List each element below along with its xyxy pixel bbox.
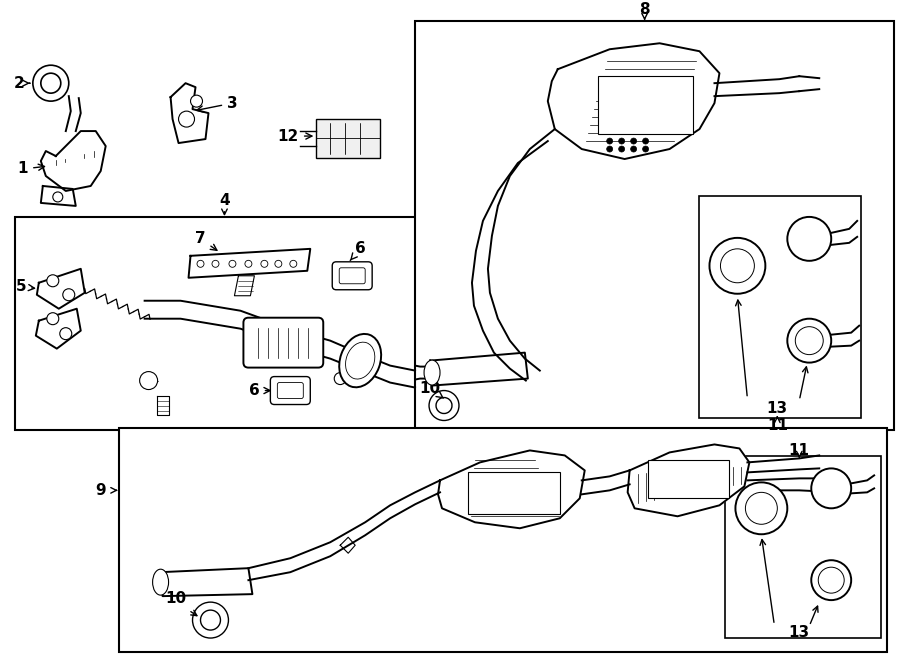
Bar (119, 428, 887, 652)
Text: 6: 6 (350, 241, 365, 260)
Polygon shape (157, 395, 168, 416)
Circle shape (47, 275, 58, 287)
Circle shape (643, 146, 649, 152)
Circle shape (607, 146, 613, 152)
Circle shape (721, 249, 754, 283)
Text: 10: 10 (419, 381, 444, 398)
Circle shape (245, 260, 252, 267)
Circle shape (796, 327, 824, 354)
Circle shape (745, 492, 778, 524)
Bar (468, 473, 560, 514)
Text: 7: 7 (195, 231, 217, 251)
Polygon shape (234, 276, 255, 295)
Circle shape (191, 95, 202, 107)
Circle shape (290, 260, 297, 267)
Circle shape (63, 289, 75, 301)
Text: 3: 3 (197, 96, 238, 112)
Circle shape (788, 217, 832, 261)
Polygon shape (40, 186, 76, 206)
Circle shape (818, 567, 844, 593)
Circle shape (631, 138, 636, 144)
Bar (15, 217, 420, 430)
Ellipse shape (153, 569, 168, 595)
Text: 8: 8 (639, 2, 650, 17)
Bar (725, 456, 881, 638)
Circle shape (53, 192, 63, 202)
Circle shape (274, 260, 282, 267)
Polygon shape (37, 269, 85, 309)
Text: 12: 12 (278, 129, 312, 143)
Ellipse shape (346, 342, 374, 379)
Text: 11: 11 (767, 418, 788, 433)
Bar (648, 461, 729, 498)
Text: 4: 4 (219, 194, 230, 208)
Text: 6: 6 (249, 383, 270, 398)
FancyBboxPatch shape (243, 318, 323, 368)
FancyBboxPatch shape (270, 377, 310, 405)
Circle shape (140, 371, 158, 389)
Polygon shape (171, 83, 209, 143)
Circle shape (47, 313, 58, 325)
FancyBboxPatch shape (277, 383, 303, 399)
Polygon shape (627, 444, 750, 516)
Circle shape (709, 238, 765, 293)
Circle shape (811, 469, 851, 508)
Polygon shape (438, 450, 585, 528)
FancyBboxPatch shape (332, 262, 373, 290)
Ellipse shape (424, 360, 440, 385)
Circle shape (261, 260, 268, 267)
Circle shape (212, 260, 219, 267)
Text: 5: 5 (15, 279, 34, 294)
Circle shape (334, 373, 346, 385)
Text: 1: 1 (18, 161, 44, 176)
Text: 13: 13 (788, 625, 810, 640)
Circle shape (643, 138, 649, 144)
Text: 13: 13 (767, 401, 788, 416)
Circle shape (735, 483, 788, 534)
Text: 10: 10 (165, 591, 186, 605)
Text: 11: 11 (788, 443, 810, 458)
Circle shape (229, 260, 236, 267)
Text: 2: 2 (14, 75, 30, 91)
Polygon shape (40, 131, 105, 191)
Polygon shape (160, 568, 252, 596)
Circle shape (631, 146, 636, 152)
Polygon shape (36, 309, 81, 348)
Circle shape (618, 138, 625, 144)
Bar (415, 21, 894, 430)
FancyBboxPatch shape (339, 268, 365, 284)
Circle shape (618, 146, 625, 152)
Ellipse shape (339, 334, 382, 387)
Polygon shape (430, 352, 527, 385)
Bar (316, 119, 380, 158)
Bar (699, 196, 861, 418)
Bar (598, 76, 692, 134)
Circle shape (811, 561, 851, 600)
Circle shape (178, 111, 194, 127)
Circle shape (59, 328, 72, 340)
Polygon shape (548, 43, 719, 159)
Polygon shape (188, 249, 310, 278)
Circle shape (788, 319, 832, 363)
Circle shape (607, 138, 613, 144)
Text: 9: 9 (95, 483, 106, 498)
Circle shape (197, 260, 204, 267)
